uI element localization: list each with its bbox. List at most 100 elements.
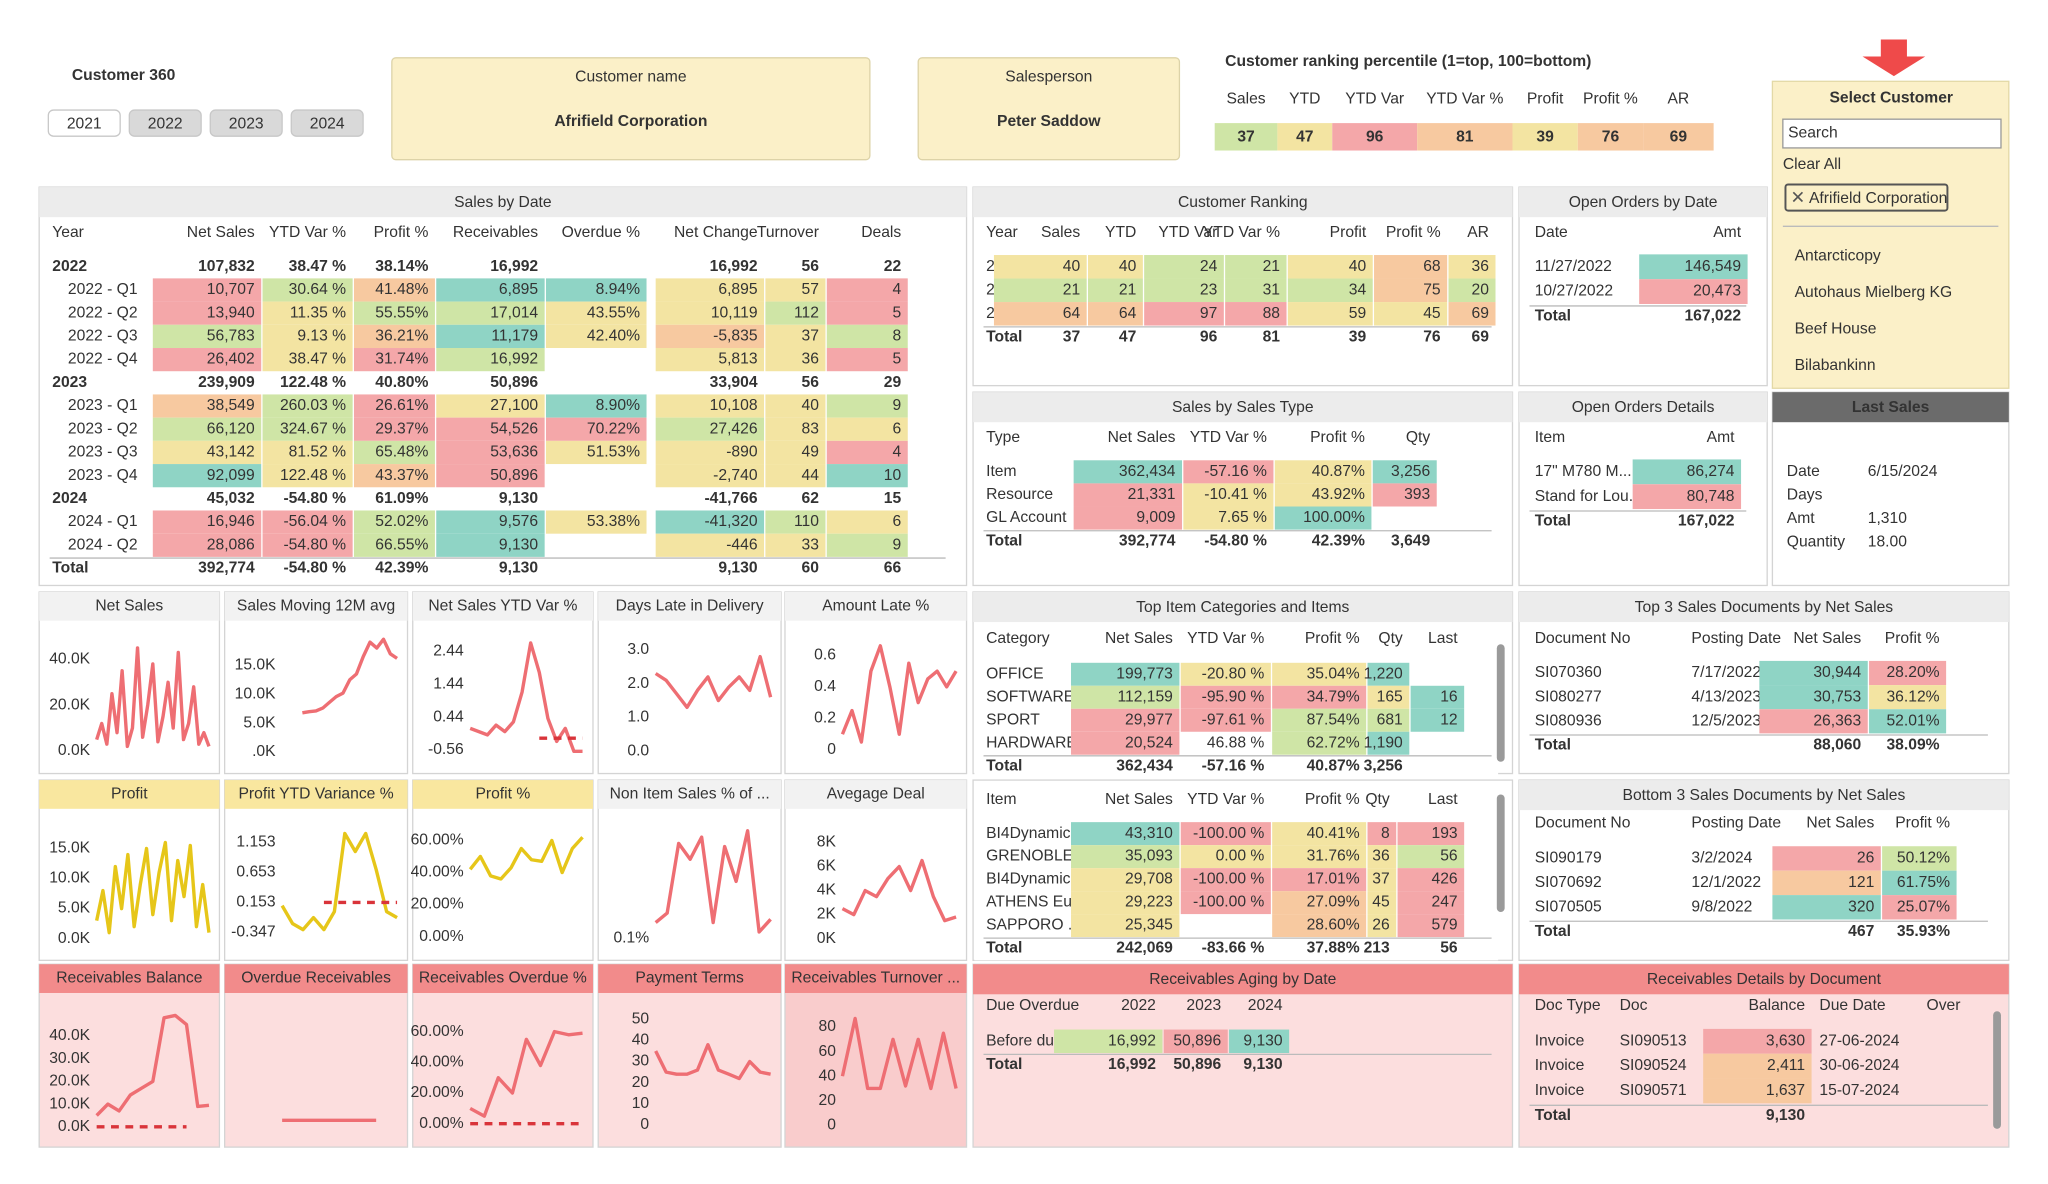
cell-highlight — [1397, 914, 1465, 938]
table-cell: -20.80 % — [1202, 665, 1265, 682]
y-tick-label: 60.00% — [411, 832, 464, 849]
year-button[interactable] — [128, 109, 202, 137]
year-label[interactable]: 2024 — [310, 116, 345, 133]
detail-label: Date — [1787, 463, 1820, 480]
column-header: Profit % — [374, 224, 429, 241]
table-cell: 2022 — [52, 258, 87, 275]
remove-icon[interactable] — [1792, 191, 1804, 203]
cell-highlight — [993, 278, 1087, 303]
ranking-cell — [1214, 123, 1278, 151]
cell-highlight — [1632, 459, 1742, 485]
column-header: YTD Var % — [1190, 429, 1267, 446]
y-tick-label: 20 — [632, 1074, 650, 1091]
search-placeholder[interactable]: Search — [1788, 125, 1838, 142]
y-tick-label: 0.00% — [419, 928, 463, 945]
table-cell: 80,748 — [1687, 488, 1735, 505]
cell-highlight — [1374, 255, 1448, 279]
year-label[interactable]: 2021 — [67, 116, 102, 133]
y-tick-label: -0.347 — [231, 924, 275, 941]
year-label[interactable]: 2022 — [148, 116, 183, 133]
cell-highlight — [152, 394, 262, 418]
table-cell: 28.60% — [1307, 917, 1360, 934]
chart-panel — [412, 591, 594, 775]
cell-highlight — [1759, 685, 1868, 710]
slicer-item[interactable]: Bilabankinn — [1795, 357, 1876, 374]
column-header: Due Date — [1819, 997, 1885, 1014]
cell-highlight — [1088, 255, 1143, 279]
cell-highlight — [765, 301, 826, 325]
table-cell: 54,526 — [490, 420, 538, 437]
column-header: Net Change — [674, 224, 758, 241]
clear-all[interactable]: Clear All — [1783, 156, 1841, 173]
table-cell: -95.90 % — [1202, 688, 1265, 705]
chart-title: Sales Moving 12M avg — [237, 598, 395, 615]
y-tick-label: 0.44 — [433, 708, 464, 725]
page-title: Customer 360 — [72, 67, 176, 84]
scrollbar[interactable] — [1993, 1011, 2001, 1129]
cell-highlight — [1274, 506, 1372, 530]
column-header: YTD Var % — [269, 224, 346, 241]
cell-highlight — [1225, 278, 1287, 303]
total-cell: 16,992 — [1108, 1056, 1156, 1073]
year-button[interactable] — [290, 109, 364, 137]
total-cell: 40.87% — [1307, 757, 1360, 774]
column-header: Profit % — [1895, 814, 1950, 831]
cell-highlight — [1772, 895, 1881, 920]
search-box[interactable] — [1782, 118, 2002, 149]
column-header: Item — [986, 791, 1016, 808]
cell-highlight — [152, 464, 262, 488]
slicer-item[interactable]: Antarcticopy — [1795, 247, 1881, 264]
total-background — [974, 755, 1499, 778]
panel-header — [1519, 592, 2009, 623]
table-cell: Resource — [986, 486, 1053, 503]
table-cell: 34 — [1349, 281, 1367, 298]
chart-panel — [224, 591, 409, 775]
cell-highlight — [353, 417, 435, 441]
table-cell: 38.47 % — [289, 258, 347, 275]
cell-highlight — [436, 440, 545, 465]
slicer-item[interactable]: Autohaus Mielberg KG — [1795, 284, 1953, 301]
table-cell: 45 — [1372, 894, 1390, 911]
table-cell: 9,009 — [1136, 509, 1175, 526]
table-cell: 10/27/2022 — [1535, 283, 1613, 300]
year-button[interactable] — [209, 109, 283, 137]
column-header: Last — [1428, 791, 1458, 808]
table-cell: 121 — [1848, 874, 1874, 891]
y-tick-label: 0.2 — [814, 710, 836, 727]
total-cell: Total — [986, 532, 1022, 549]
scrollbar[interactable] — [1496, 794, 1505, 912]
chart-title: Avegage Deal — [827, 786, 925, 803]
cell-highlight — [655, 324, 765, 349]
cell-highlight — [545, 301, 647, 325]
table-cell: 16 — [1440, 688, 1458, 705]
year-button[interactable] — [47, 109, 121, 137]
scrollbar[interactable] — [1496, 644, 1505, 762]
y-tick-label: 60 — [818, 1043, 836, 1060]
total-cell: 167,022 — [1684, 308, 1741, 325]
table-cell: 9,130 — [499, 536, 538, 553]
column-header: Year — [986, 224, 1018, 241]
selected-chip[interactable] — [1784, 183, 1949, 212]
year-label[interactable]: 2023 — [229, 116, 264, 133]
column-header: Due Overdue — [986, 997, 1079, 1014]
cell-highlight — [262, 324, 353, 349]
selected-item[interactable]: Afrifield Corporation — [1809, 190, 1947, 207]
table-cell: 1,637 — [1766, 1082, 1805, 1099]
panel-header — [973, 592, 1513, 623]
series-line — [302, 637, 399, 715]
table-cell: 27-06-2024 — [1819, 1032, 1899, 1049]
cell-highlight — [545, 278, 647, 302]
table-cell: 55.55% — [375, 304, 428, 321]
table-cell: 21 — [1063, 281, 1080, 298]
cell-highlight — [1374, 302, 1448, 326]
total-cell: -57.16 % — [1202, 757, 1265, 774]
table-cell: 45 — [1423, 305, 1441, 322]
column-header: Profit % — [1885, 630, 1940, 647]
slicer-item[interactable]: Beef House — [1795, 321, 1877, 338]
y-tick-label: .0K — [252, 743, 276, 760]
table-cell: 45,032 — [207, 490, 255, 507]
table-cell: BI4Dynamic... — [986, 825, 1083, 842]
table-cell: 97 — [1200, 305, 1217, 322]
table-cell: 4/13/2023 — [1691, 688, 1761, 705]
